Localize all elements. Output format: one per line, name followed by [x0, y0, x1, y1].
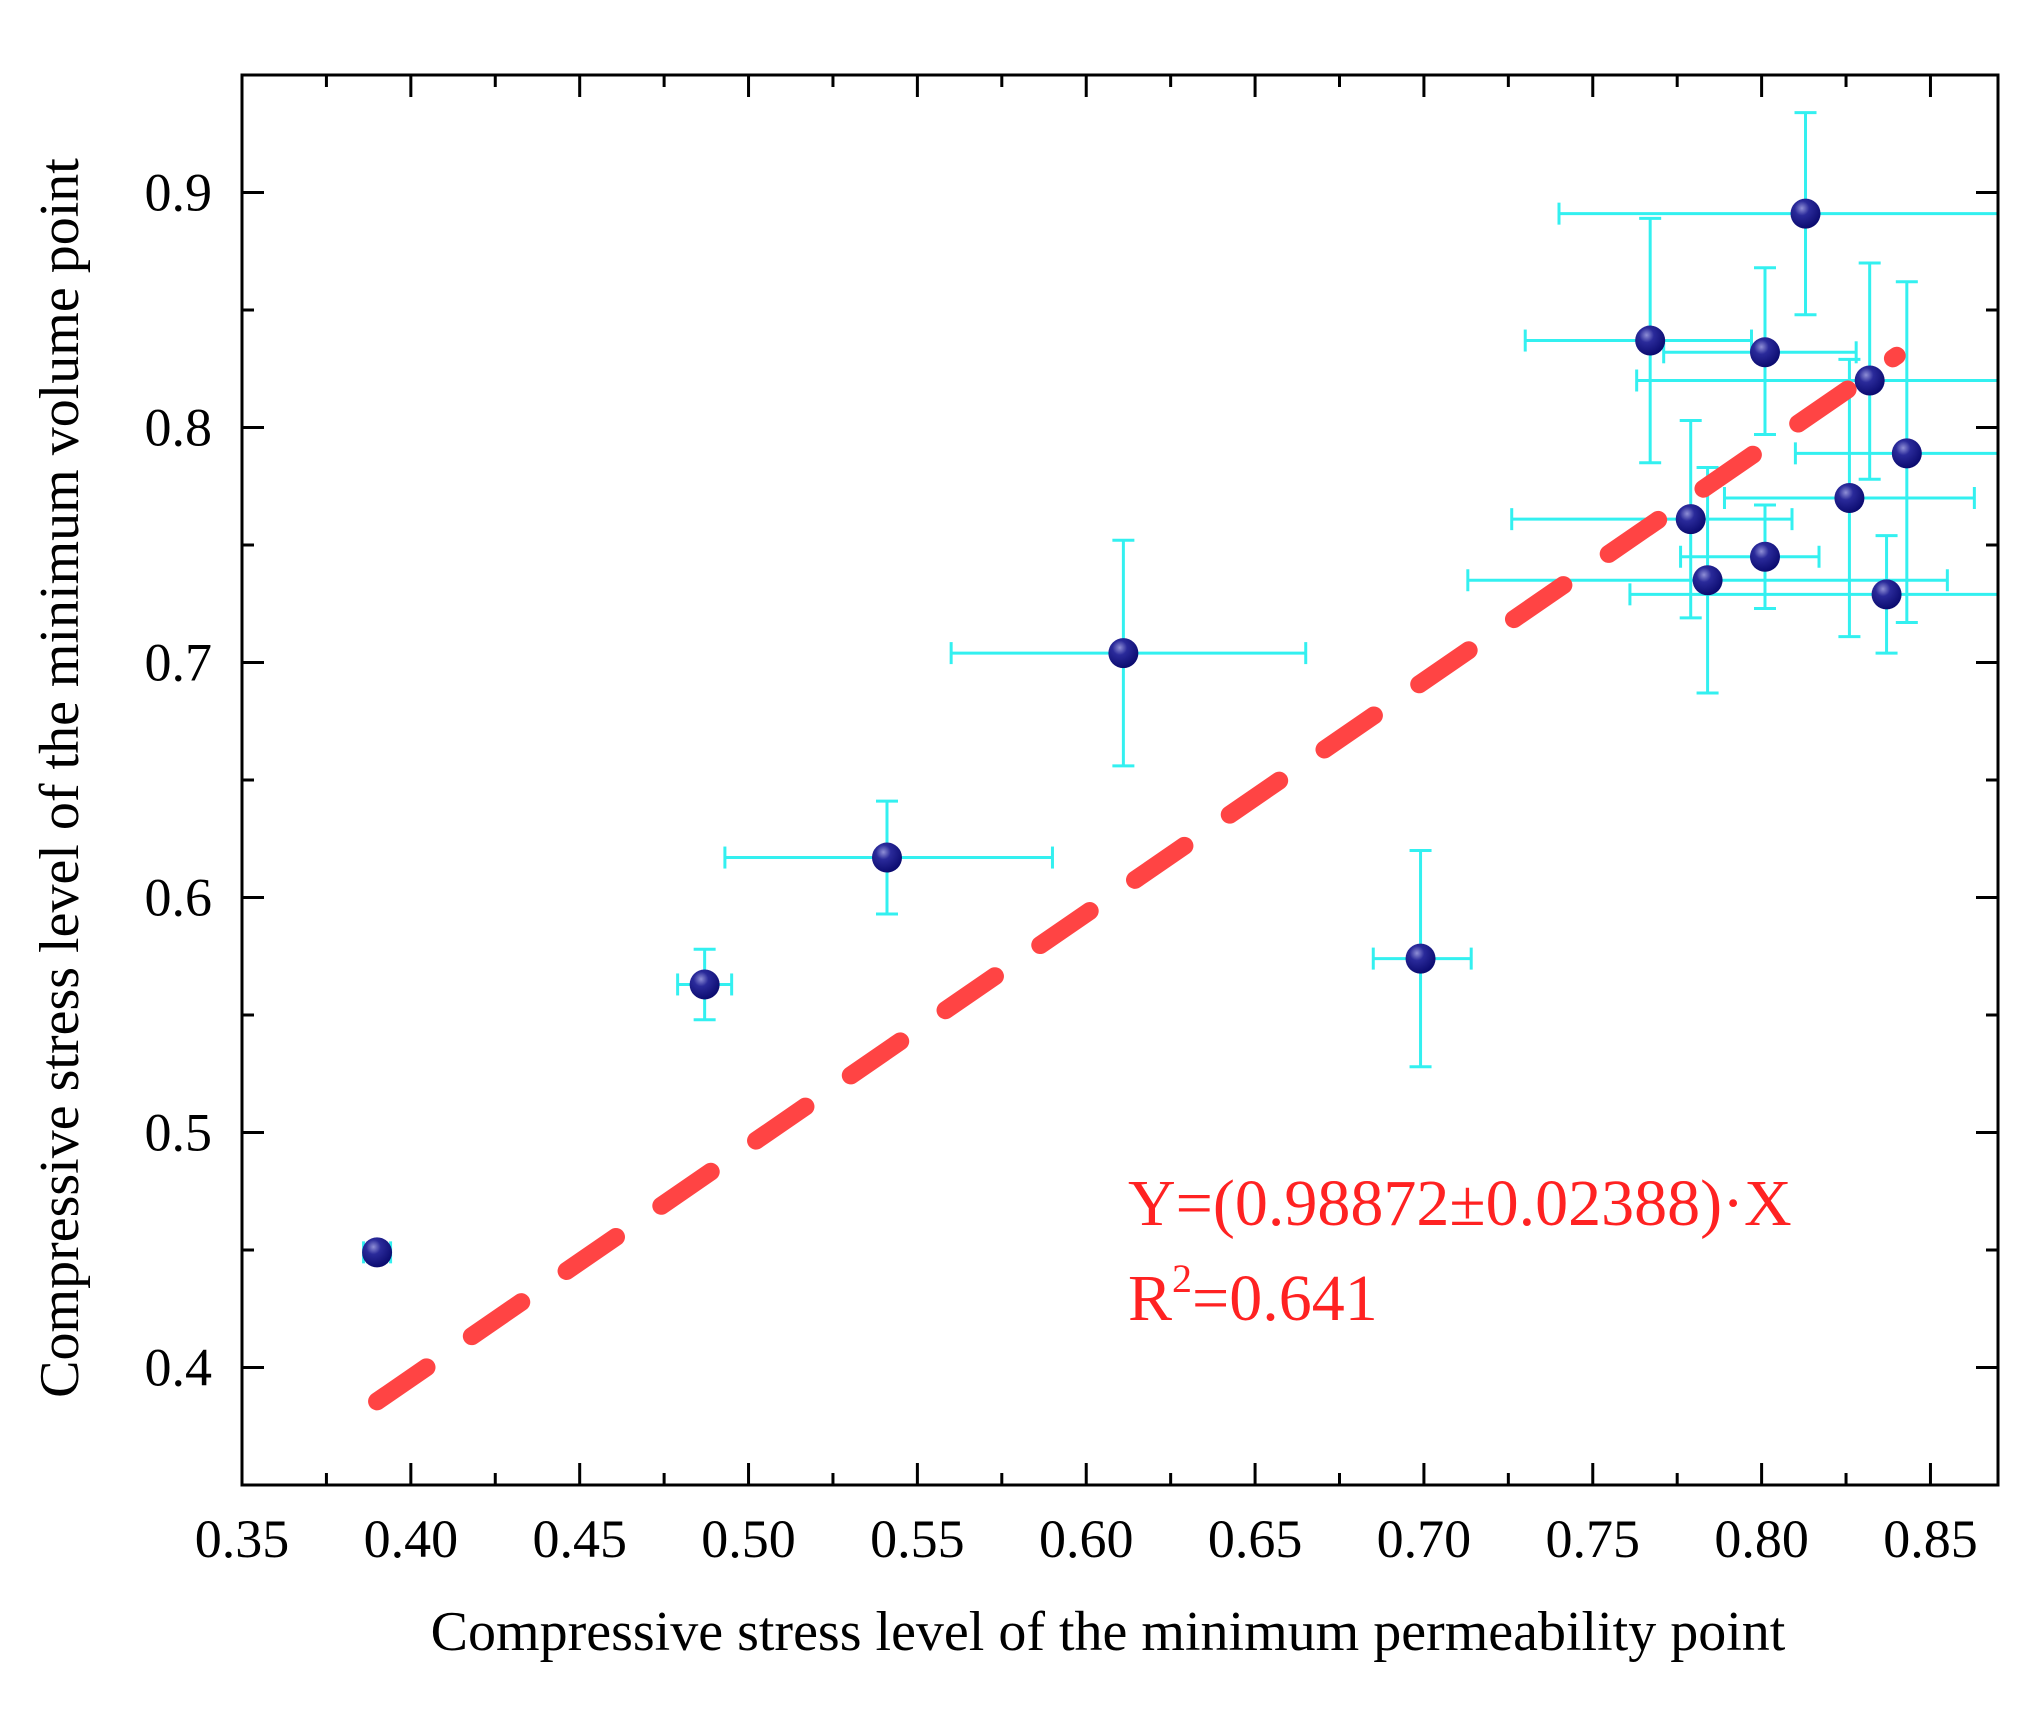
x-tick-label: 0.70 [1377, 1509, 1472, 1569]
y-axis-ticks: 0.4 0.5 0.6 0.7 0.8 0.9 [145, 73, 1998, 1487]
r-squared-prefix: R [1128, 1262, 1172, 1335]
data-point [1790, 198, 1821, 229]
x-tick-label: 0.80 [1714, 1509, 1809, 1569]
data-point [1891, 438, 1922, 469]
data-point [1108, 638, 1139, 669]
data-point [1834, 483, 1865, 513]
r-squared-superscript: 2 [1172, 1256, 1192, 1301]
data-point [1749, 541, 1780, 572]
y-tick-label: 0.9 [145, 163, 213, 223]
y-tick-label: 0.6 [145, 868, 213, 928]
fit-line-group [368, 346, 1906, 1411]
data-point [1635, 325, 1666, 356]
x-tick-label: 0.65 [1208, 1509, 1303, 1569]
r-squared-value: =0.641 [1192, 1262, 1378, 1335]
x-tick-label: 0.85 [1883, 1509, 1978, 1569]
data-point [871, 842, 902, 873]
fit-equation-annotation: Y=(0.98872±0.02388)·X [1128, 1167, 1792, 1240]
y-tick-label: 0.4 [145, 1338, 213, 1398]
y-tick-label: 0.5 [145, 1103, 213, 1163]
fit-line [368, 346, 1906, 1411]
data-point [1675, 504, 1706, 535]
r-squared-annotation: R2=0.641 [1128, 1256, 1378, 1335]
x-tick-label: 0.60 [1039, 1509, 1134, 1569]
data-point [1871, 579, 1902, 610]
x-tick-label: 0.55 [870, 1509, 965, 1569]
x-tick-label: 0.75 [1546, 1509, 1641, 1569]
x-tick-label: 0.40 [364, 1509, 459, 1569]
error-bars-group [362, 111, 1998, 1264]
x-tick-label: 0.50 [701, 1509, 796, 1569]
data-point [362, 1237, 393, 1268]
data-point [1854, 365, 1885, 396]
data-point [1405, 943, 1436, 974]
y-tick-label: 0.8 [145, 398, 213, 458]
plot-frame [240, 73, 2000, 1487]
y-axis-title: Compressive stress level of the minimum … [29, 158, 91, 1398]
data-points-group [362, 198, 1922, 1268]
x-tick-label: 0.35 [195, 1509, 290, 1569]
data-point [1749, 337, 1780, 368]
data-point [689, 969, 720, 1000]
x-axis-ticks: 0.35 0.40 0.45 0.50 0.55 0.60 0.65 0.70 0.75 0.80… [195, 75, 1978, 1569]
y-tick-label: 0.7 [145, 633, 213, 693]
data-point [1692, 565, 1723, 596]
x-axis-title: Compressive stress level of the minimum … [431, 1601, 1786, 1663]
x-tick-label: 0.45 [532, 1509, 627, 1569]
